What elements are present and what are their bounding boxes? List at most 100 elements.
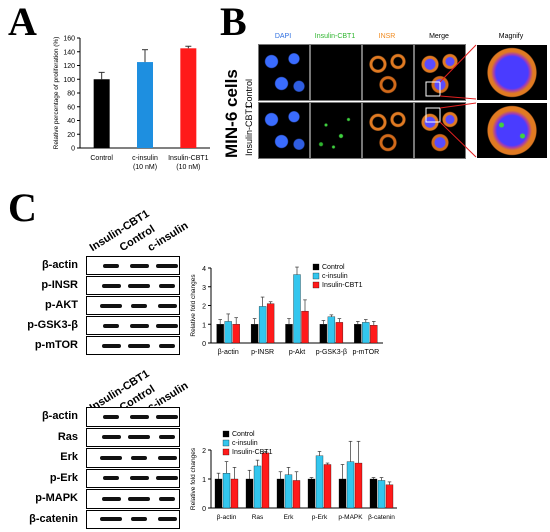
blot-strip (86, 316, 180, 335)
micrograph-image (414, 102, 466, 159)
blot-row-label: β-actin (41, 410, 78, 422)
blot-band (131, 303, 147, 308)
bar (214, 478, 223, 509)
x-tick-label: p-mTOR (352, 349, 379, 356)
bar (385, 484, 394, 509)
x-tick-label: Erk (284, 514, 295, 521)
bar (307, 478, 316, 509)
legend-label: Insulin-CBT1 (322, 282, 363, 289)
blot-band (156, 414, 178, 419)
bar (224, 321, 232, 344)
micrograph-image (310, 44, 362, 101)
bar (245, 478, 254, 509)
micrograph-image (258, 44, 310, 101)
blot-row-label: Erk (60, 451, 78, 463)
blot-strip (86, 427, 180, 447)
blot-strip (86, 296, 180, 315)
legend-swatch (222, 448, 230, 456)
blot-band (159, 496, 175, 501)
bar (232, 324, 240, 344)
bar (293, 274, 301, 344)
column-header: Magnify (498, 33, 524, 40)
bar (180, 48, 197, 148)
blot-band (103, 476, 119, 481)
blot-band (129, 323, 149, 328)
blot-band (101, 435, 121, 440)
fold-change-chart-top: 0 1 2 3 4 Relative fold changes β-actin p-INSR p… (190, 263, 383, 356)
y-tick-label: 0 (71, 146, 75, 153)
blot-strip (86, 276, 180, 295)
blot-row-label: p-Erk (49, 471, 78, 484)
blot-row-label: p-INSR (41, 279, 78, 291)
x-tick-label: β-actin (218, 349, 239, 356)
y-tick-label: 120 (63, 63, 75, 70)
legend-swatch (312, 263, 320, 271)
y-axis-label: Relative fold changes (190, 274, 197, 337)
bar (315, 455, 324, 509)
legend-label: Control (232, 431, 255, 438)
blot-band (103, 263, 119, 268)
bar (338, 478, 347, 509)
blot-row-label: p-AKT (45, 299, 78, 311)
blot-strip (86, 256, 180, 275)
micrograph-image (310, 102, 362, 159)
bar (362, 322, 370, 344)
blot-band (101, 496, 121, 501)
blot-band (128, 283, 150, 288)
y-tick-label: 2 (202, 304, 206, 311)
blot-band (103, 414, 119, 419)
blot-row-label: p-MAPK (35, 492, 78, 504)
y-axis-label: Relative fold changes (190, 447, 197, 510)
blot-row-label: p-mTOR (34, 339, 78, 351)
blot-band (131, 517, 147, 522)
legend-swatch (222, 430, 230, 438)
x-tick-label: p-Erk (312, 514, 328, 521)
y-tick-label: 1 (202, 477, 206, 484)
panel-label-c: C (8, 185, 37, 230)
blot-band (157, 303, 177, 308)
panel-label-b: B (220, 0, 247, 44)
blot-row-label: p-GSK3-β (27, 319, 78, 331)
legend-label: Control (322, 264, 345, 271)
bar (253, 465, 262, 509)
bar (276, 478, 285, 509)
blot-band (157, 517, 177, 522)
blot-strip (86, 407, 180, 427)
bar (354, 324, 362, 344)
blot-band (156, 263, 178, 268)
y-tick-label: 4 (202, 266, 206, 273)
blot-strip (86, 468, 180, 488)
y-tick-label: 3 (202, 285, 206, 292)
blot-band (156, 323, 178, 328)
blot-band (128, 343, 150, 348)
x-tick-label: c-insulin (132, 155, 158, 162)
bar (93, 79, 110, 148)
y-axis-label: Relative percentage of proliferation (%) (53, 37, 60, 150)
y-tick-label: 80 (67, 91, 75, 98)
blot-band (131, 455, 147, 460)
y-tick-label: 160 (63, 36, 75, 43)
bar (327, 316, 336, 344)
micrograph-image (362, 102, 414, 159)
micrograph-image (476, 102, 548, 159)
x-tick-label: (10 nM) (133, 164, 157, 171)
blot-strip (86, 448, 180, 468)
blot-band (159, 435, 175, 440)
y-tick-label: 140 (63, 49, 75, 56)
bar (137, 62, 153, 148)
blot-band (129, 476, 149, 481)
y-tick-label: 0 (202, 341, 206, 348)
bar (284, 474, 293, 509)
x-tick-label: p-Akt (289, 349, 305, 356)
column-header: DAPI (274, 33, 292, 40)
bar (285, 324, 293, 344)
blot-band (159, 283, 175, 288)
blot-band (103, 323, 119, 328)
blot-row-label: Ras (57, 430, 78, 443)
y-tick-label: 2 (202, 448, 206, 455)
x-tick-label: Insulin-CBT1 (168, 155, 209, 162)
y-tick-label: 0 (202, 506, 206, 513)
legend-swatch (222, 439, 230, 447)
x-tick-label: Control (90, 155, 113, 162)
